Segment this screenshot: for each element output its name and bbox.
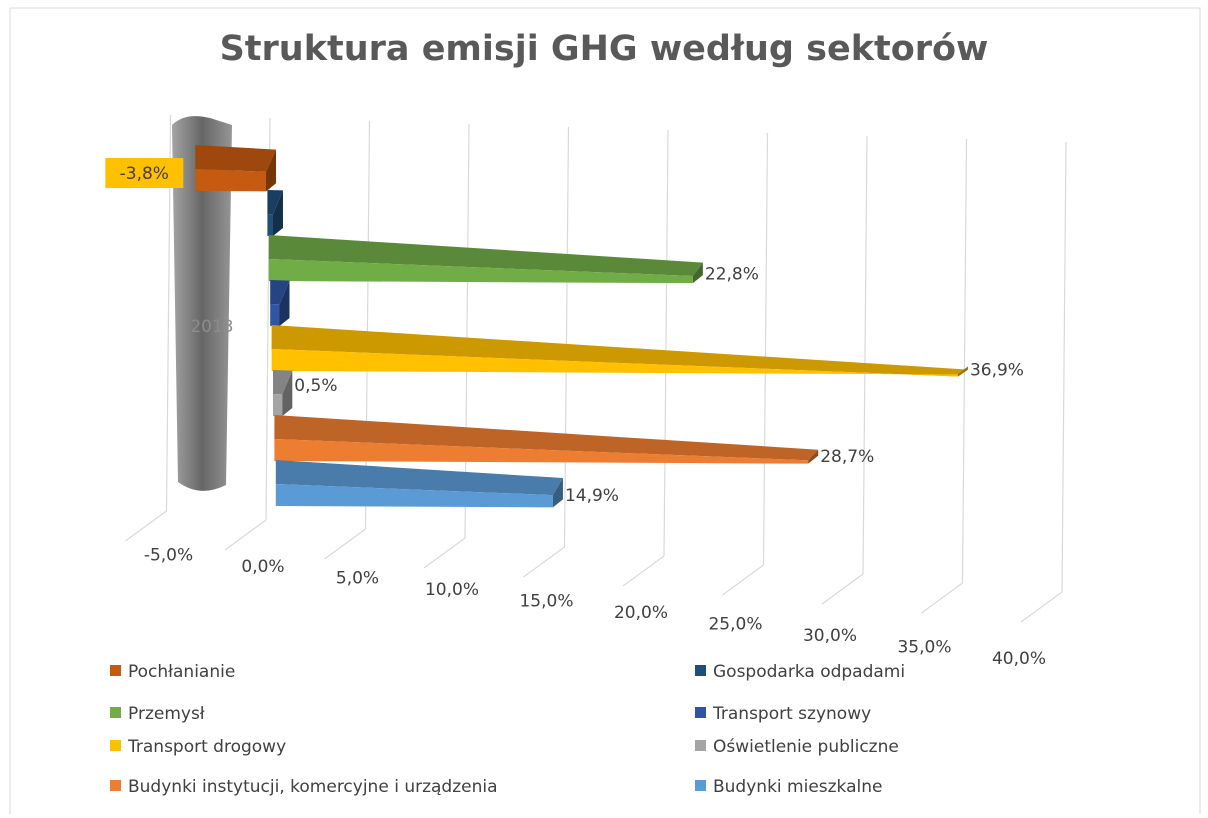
bar-top bbox=[273, 370, 293, 395]
x-tick-label: -5,0% bbox=[144, 546, 193, 566]
grid-line bbox=[1061, 141, 1067, 593]
floor-line bbox=[1020, 591, 1063, 623]
x-tick-label: 30,0% bbox=[803, 626, 857, 646]
x-tick-label: 25,0% bbox=[708, 615, 762, 635]
legend-swatch bbox=[695, 665, 706, 676]
grid-line bbox=[464, 123, 470, 539]
legend-label: Transport drogowy bbox=[127, 737, 286, 757]
x-tick-label: 35,0% bbox=[897, 638, 951, 658]
data-label: 0,5% bbox=[294, 376, 337, 396]
floor-line bbox=[821, 573, 864, 605]
data-label: 28,7% bbox=[820, 447, 874, 467]
legend-label: Pochłanianie bbox=[128, 662, 235, 682]
bar-top bbox=[275, 460, 563, 496]
bar-side bbox=[957, 366, 968, 377]
x-tick-label: 20,0% bbox=[614, 603, 668, 623]
legend-swatch bbox=[110, 740, 121, 751]
x-tick-label: 0,0% bbox=[241, 557, 284, 577]
floor-line bbox=[622, 555, 665, 587]
bar-side bbox=[692, 262, 703, 284]
floor-line bbox=[523, 546, 565, 578]
data-label: 36,9% bbox=[970, 360, 1024, 380]
legend-swatch bbox=[110, 665, 121, 676]
floor-line bbox=[224, 519, 267, 551]
legend-label: Budynki mieszkalne bbox=[713, 777, 882, 797]
legend-swatch bbox=[110, 780, 121, 791]
bar bbox=[267, 214, 273, 237]
legend-label: Gospodarka odpadami bbox=[713, 662, 905, 682]
x-tick-label: 40,0% bbox=[992, 649, 1046, 669]
bar-side bbox=[552, 478, 563, 508]
floor-line bbox=[921, 582, 963, 614]
axis-wall bbox=[172, 116, 232, 491]
bar-top bbox=[267, 190, 283, 215]
data-label: 22,8% bbox=[705, 265, 759, 285]
x-tick-label: 15,0% bbox=[519, 592, 573, 612]
bar-top bbox=[271, 325, 968, 377]
legend-swatch bbox=[695, 740, 706, 751]
bar bbox=[275, 484, 553, 508]
data-label: 14,9% bbox=[565, 486, 619, 506]
legend-swatch bbox=[695, 707, 706, 718]
grid-line bbox=[862, 135, 868, 575]
legend-swatch bbox=[695, 780, 706, 791]
bar-side bbox=[282, 370, 293, 417]
bar-top bbox=[268, 235, 703, 276]
bar bbox=[273, 394, 283, 417]
x-tick-label: 5,0% bbox=[336, 569, 379, 589]
floor-line bbox=[125, 510, 167, 542]
floor-line bbox=[324, 528, 366, 560]
bar bbox=[268, 259, 693, 284]
data-label-box bbox=[105, 158, 184, 188]
bar-top bbox=[195, 145, 276, 172]
grid-line bbox=[762, 132, 769, 566]
bar-side bbox=[279, 280, 290, 327]
legend-label: Budynki instytucji, komercyjne i urządze… bbox=[128, 777, 498, 797]
bar bbox=[195, 169, 266, 192]
legend-label: Transport szynowy bbox=[712, 704, 871, 724]
bar bbox=[271, 349, 958, 377]
legend-label: Oświetlenie publiczne bbox=[713, 737, 899, 757]
bar-side bbox=[266, 149, 276, 192]
x-tick-label: 10,0% bbox=[425, 580, 479, 600]
bar bbox=[274, 439, 809, 464]
bar-top bbox=[270, 280, 290, 305]
data-label: -3,8% bbox=[120, 164, 169, 184]
floor-line bbox=[722, 564, 764, 596]
grid-line bbox=[663, 129, 669, 557]
legend-swatch bbox=[110, 707, 121, 718]
grid-line bbox=[961, 138, 968, 584]
legend-label: Przemysł bbox=[128, 704, 205, 724]
grid-line bbox=[563, 126, 570, 548]
floor-line bbox=[423, 537, 466, 569]
chart-title: Struktura emisji GHG według sektorów bbox=[220, 29, 989, 69]
chart-border bbox=[9, 7, 1201, 818]
bar bbox=[270, 304, 280, 327]
bar-side bbox=[808, 449, 819, 464]
bar-side bbox=[272, 190, 283, 237]
bar-top bbox=[274, 415, 819, 461]
category-label: 2013 bbox=[190, 317, 233, 337]
